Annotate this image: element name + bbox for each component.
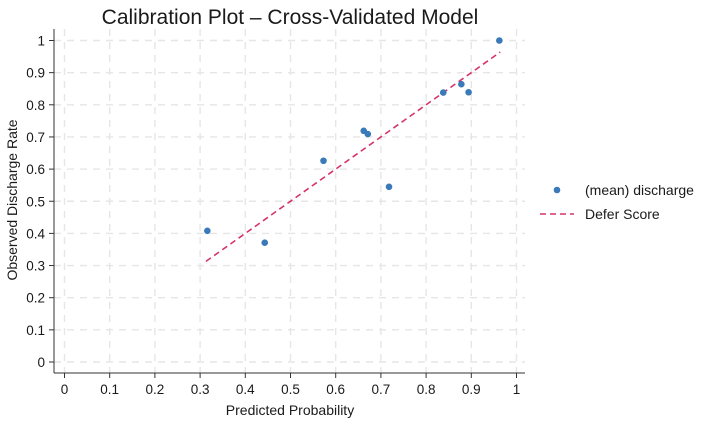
scatter-point	[320, 157, 327, 165]
y-tick-label: 0.2	[26, 291, 45, 306]
axes: 0 0.1 0.2 0.3 0.4 0.5 0.6 0.7 0.8 0.9 1 0 0.1 0.2 0.3 0…	[26, 29, 525, 397]
legend-label: Defer Score	[585, 206, 660, 222]
plot-marks	[204, 37, 503, 263]
x-tick-label: 0.4	[236, 382, 255, 397]
y-tick-label: 0.5	[26, 194, 45, 209]
x-tick-label: 0.5	[281, 382, 300, 397]
x-tick-label: 0.6	[326, 382, 345, 397]
legend: (mean) discharge Defer Score	[540, 182, 694, 222]
y-tick-label: 0.6	[26, 162, 45, 177]
scatter-point	[261, 239, 269, 247]
y-tick-label: 0.1	[26, 323, 45, 338]
x-tick-label: 0	[61, 382, 69, 397]
x-tick-label: 0.9	[462, 382, 481, 397]
x-tick-label: 0.1	[100, 382, 119, 397]
y-tick-label: 0.4	[26, 226, 45, 241]
scatter-point	[465, 88, 472, 96]
scatter-point	[458, 80, 465, 88]
scatter-point	[204, 227, 211, 235]
y-tick-label: 0.9	[26, 66, 45, 81]
y-tick-label: 0.3	[26, 259, 45, 274]
y-tick-label: 0.7	[26, 130, 45, 145]
legend-label: (mean) discharge	[585, 182, 694, 198]
y-tick-label: 1	[37, 34, 45, 49]
x-tick-label: 0.7	[372, 382, 391, 397]
scatter-point	[439, 89, 447, 96]
x-axis-label: Predicted Probability	[226, 402, 354, 418]
chart-title: Calibration Plot – Cross-Validated Model	[102, 6, 479, 29]
scatter-point	[385, 183, 393, 191]
x-tick-label: 0.3	[191, 382, 210, 397]
scatter-point	[496, 37, 503, 44]
x-tick-label: 1	[513, 382, 521, 397]
defer-score-line	[205, 51, 501, 263]
x-tick-label: 0.2	[146, 382, 165, 397]
y-tick-label: 0.8	[26, 98, 45, 113]
x-tick-label: 0.8	[417, 382, 436, 397]
scatter-point	[364, 130, 372, 138]
grid	[54, 29, 525, 373]
y-tick-label: 0	[37, 355, 45, 370]
y-axis-label: Observed Discharge Rate	[4, 119, 20, 280]
legend-marker-discharge	[553, 186, 561, 194]
